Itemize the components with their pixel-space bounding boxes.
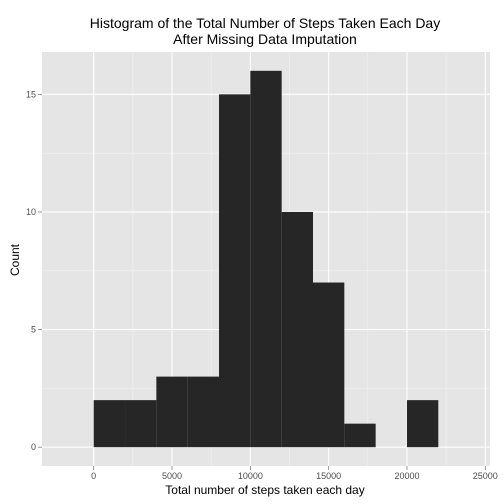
histogram-bar (312, 282, 345, 448)
y-axis-title: Count (8, 243, 22, 276)
x-axis-title: Total number of steps taken each day (165, 483, 364, 497)
histogram-bar (281, 211, 313, 448)
x-tick-label: 15000 (316, 471, 341, 481)
histogram-bar (93, 400, 126, 448)
y-tick-label: 15 (26, 89, 36, 99)
histogram-bar (187, 376, 220, 448)
histogram-bar (250, 70, 282, 448)
histogram-bars (93, 70, 439, 448)
histogram-bar (344, 423, 376, 448)
histogram-bar (406, 400, 439, 448)
chart-title-line-2: After Missing Data Imputation (173, 31, 357, 47)
chart-title-line-1: Histogram of the Total Number of Steps T… (90, 15, 440, 31)
histogram-bar (219, 94, 251, 448)
y-tick-label: 5 (31, 325, 36, 335)
y-axis: 0 5 10 15 (26, 89, 42, 452)
y-tick-label: 0 (31, 442, 36, 452)
x-tick-label: 0 (91, 471, 96, 481)
y-tick-label: 10 (26, 207, 36, 217)
x-tick-label: 5000 (162, 471, 182, 481)
x-axis: 0 5000 10000 15000 20000 25000 (91, 466, 498, 481)
x-tick-label: 25000 (473, 471, 498, 481)
x-tick-label: 20000 (394, 471, 419, 481)
histogram-bar (125, 400, 157, 448)
x-tick-label: 10000 (238, 471, 263, 481)
histogram-bar (156, 376, 188, 448)
